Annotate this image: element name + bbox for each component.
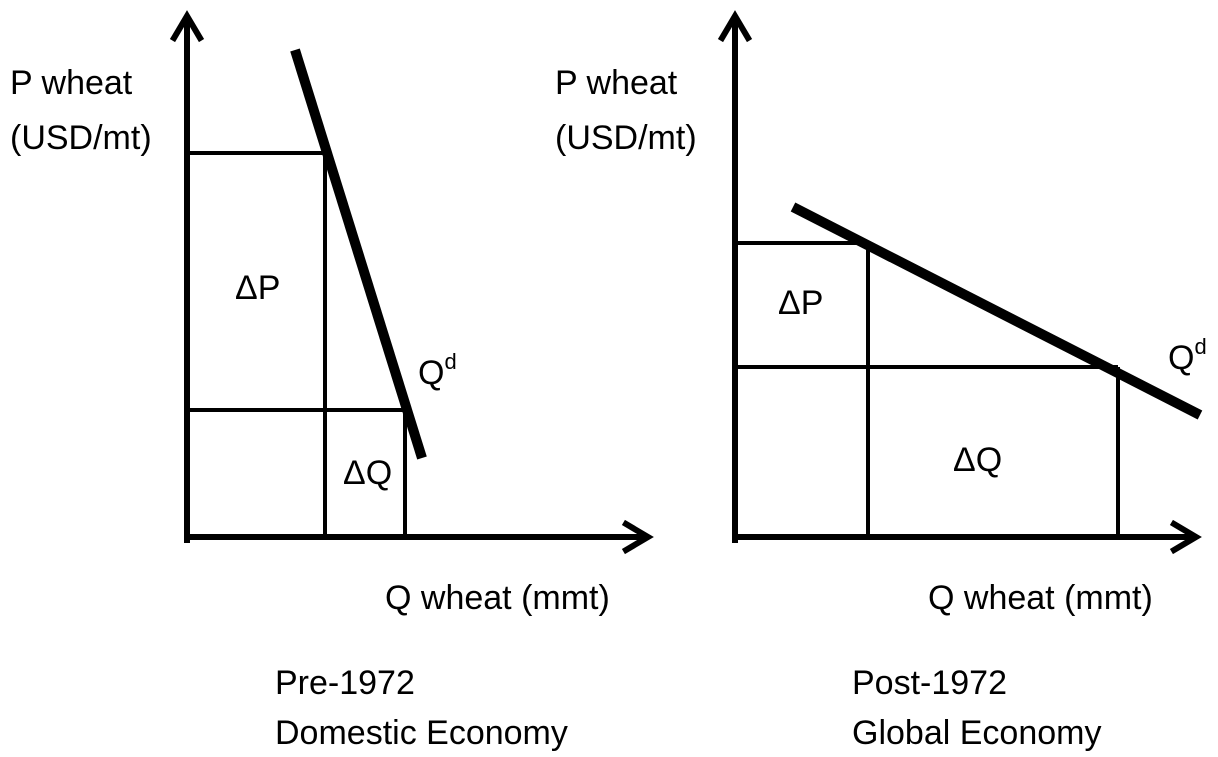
curve-label-superscript: d	[1194, 334, 1206, 359]
curve-label: Qd	[418, 349, 457, 392]
delta-q-label: ΔQ	[953, 441, 1002, 479]
caption: Domestic Economy	[275, 714, 568, 752]
y-axis-label: P wheat	[555, 64, 678, 102]
demand-curve	[790, 202, 1203, 420]
panel-post-1972: P wheat (USD/mt) ΔP ΔQ Qd Q wheat (mmt) …	[555, 10, 1207, 752]
delta-p-label: ΔP	[235, 269, 280, 307]
x-axis-arrow	[621, 519, 654, 555]
x-axis-label: Q wheat (mmt)	[385, 579, 610, 617]
caption: Pre-1972	[275, 664, 415, 702]
curve-label-main: Q	[418, 354, 444, 392]
y-axis-label: (USD/mt)	[10, 119, 152, 157]
curve-label-superscript: d	[444, 349, 456, 374]
y-axis-label: (USD/mt)	[555, 119, 697, 157]
delta-q-label: ΔQ	[343, 454, 392, 492]
y-axis-label: P wheat	[10, 64, 133, 102]
caption: Post-1972	[852, 664, 1007, 702]
x-axis-arrow	[1169, 519, 1202, 555]
x-axis-label: Q wheat (mmt)	[928, 579, 1153, 617]
demand-curve	[290, 48, 427, 460]
delta-p-label: ΔP	[778, 284, 823, 322]
caption: Global Economy	[852, 714, 1101, 752]
panel-pre-1972: P wheat (USD/mt) ΔP ΔQ Qd Q wheat (mmt) …	[10, 10, 654, 752]
y-axis-arrow	[169, 10, 205, 43]
curve-label: Qd	[1168, 334, 1207, 377]
curve-label-main: Q	[1168, 339, 1194, 377]
y-axis-arrow	[717, 10, 753, 43]
